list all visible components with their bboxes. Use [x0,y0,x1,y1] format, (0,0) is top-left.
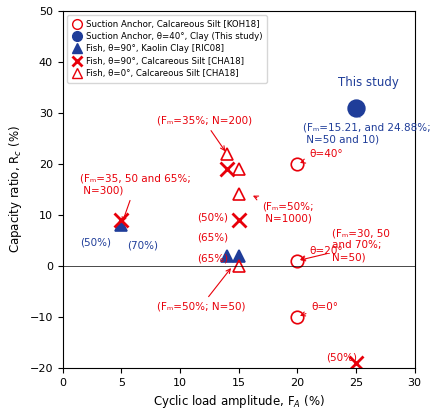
Text: (Fₘ=15.21, and 24.88%;
 N=50 and 10): (Fₘ=15.21, and 24.88%; N=50 and 10) [303,111,431,144]
Text: (50%): (50%) [80,238,111,248]
Text: (Fₘ=50%; N=50): (Fₘ=50%; N=50) [157,269,245,311]
Text: (50%): (50%) [198,212,228,222]
Text: (65%): (65%) [198,233,229,243]
Text: (65%): (65%) [198,253,229,263]
Legend: Suction Anchor, Calcareous Silt [KOH18], Suction Anchor, θ=40°, Clay (This study: Suction Anchor, Calcareous Silt [KOH18],… [67,15,267,83]
Text: (70%): (70%) [127,241,158,251]
Y-axis label: Capacity ratio, R$_c$ (%): Capacity ratio, R$_c$ (%) [7,126,24,253]
Text: θ=20°: θ=20° [301,246,343,260]
Text: This study: This study [338,76,399,89]
Text: (Fₘ=30, 50
and 70%;
N=50): (Fₘ=30, 50 and 70%; N=50) [301,229,390,262]
Text: (Fₘ=35, 50 and 65%;
 N=300): (Fₘ=35, 50 and 65%; N=300) [80,173,191,221]
Text: (50%): (50%) [327,353,358,363]
Text: θ=40°: θ=40° [301,149,343,163]
X-axis label: Cyclic load amplitude, F$_A$ (%): Cyclic load amplitude, F$_A$ (%) [153,393,325,410]
Text: (Fₘ=50%;
 N=1000): (Fₘ=50%; N=1000) [254,196,314,223]
Text: (Fₘ=35%; N=200): (Fₘ=35%; N=200) [157,116,252,151]
Text: θ=0°: θ=0° [301,301,338,316]
